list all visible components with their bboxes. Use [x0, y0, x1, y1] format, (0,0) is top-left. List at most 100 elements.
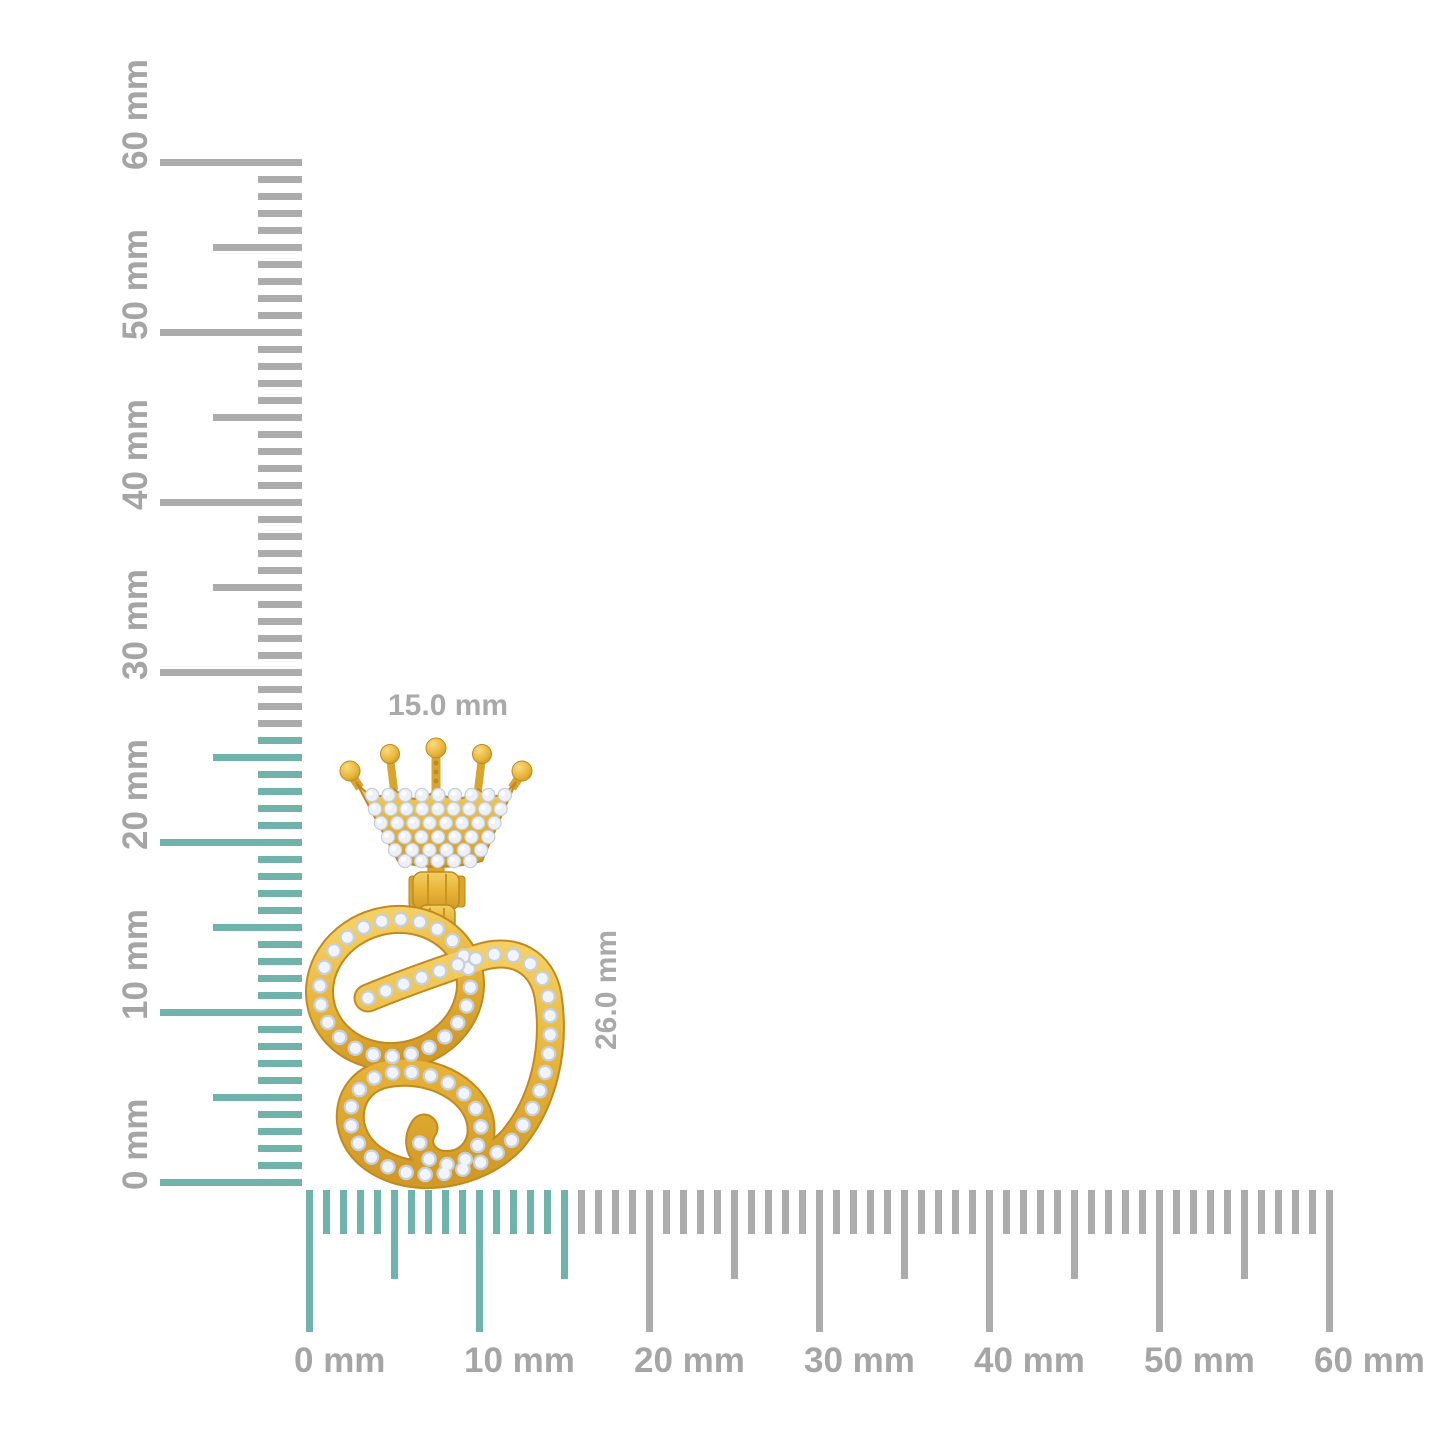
- ruler-tick: [258, 1110, 302, 1118]
- ruler-label: 40 mm: [116, 399, 155, 510]
- ruler-tick: [1172, 1190, 1180, 1234]
- ruler-tick: [213, 413, 302, 421]
- ruler-tick: [160, 668, 302, 676]
- ruler-label: 0 mm: [116, 1098, 155, 1190]
- pave-stone-sparkle: [377, 819, 382, 824]
- ruler-tick: [258, 889, 302, 897]
- crown-pave-stones: [364, 787, 513, 869]
- ruler-tick: [492, 1190, 500, 1234]
- ruler-tick: [258, 294, 302, 302]
- pave-stone-sparkle: [434, 791, 440, 796]
- ruler-tick: [883, 1190, 891, 1234]
- pave-stone-sparkle: [434, 833, 439, 838]
- letter-c-band: [305, 904, 565, 1189]
- ruler-tick: [1325, 1190, 1333, 1332]
- ruler-tick: [849, 1190, 857, 1234]
- ruler-tick: [1291, 1190, 1299, 1234]
- ruler-tick: [577, 1190, 585, 1234]
- ruler-tick: [258, 1076, 302, 1084]
- ruler-tick: [1138, 1190, 1146, 1234]
- ruler-tick: [258, 1144, 302, 1152]
- pave-stone-sparkle: [418, 805, 423, 810]
- ruler-tick: [968, 1190, 976, 1234]
- pave-stone-sparkle: [449, 805, 455, 810]
- ruler-tick: [373, 1190, 381, 1234]
- ruler-tick: [213, 923, 302, 931]
- ruler-tick: [815, 1190, 823, 1332]
- ruler-tick: [258, 991, 302, 999]
- pave-stone-sparkle: [402, 805, 408, 810]
- ruler-tick: [258, 651, 302, 659]
- ruler-tick: [696, 1190, 704, 1234]
- ruler-tick: [258, 872, 302, 880]
- pendant-width-label: 15.0 mm: [388, 689, 509, 722]
- ruler-tick: [258, 634, 302, 642]
- pave-stone-sparkle: [425, 846, 431, 851]
- ruler-tick: [160, 158, 302, 166]
- ruler-tick: [1206, 1190, 1214, 1234]
- pave-stone-sparkle: [417, 857, 423, 862]
- pave-stone-sparkle: [409, 819, 415, 824]
- ruler-tick: [645, 1190, 653, 1332]
- ruler-tick: [258, 1025, 302, 1033]
- pave-stone-sparkle: [391, 846, 396, 851]
- ruler-tick: [213, 243, 302, 251]
- ruler-tick: [258, 940, 302, 948]
- ruler-tick: [407, 1190, 415, 1234]
- ruler-tick: [781, 1190, 789, 1234]
- ruler-tick: [258, 855, 302, 863]
- ruler-tick: [560, 1190, 568, 1279]
- ruler-tick: [543, 1190, 551, 1234]
- ruler-tick: [1104, 1190, 1112, 1234]
- pave-stone-sparkle: [481, 805, 486, 810]
- pave-stone-sparkle: [484, 791, 490, 796]
- ruler-tick: [213, 583, 302, 591]
- ruler-tick: [258, 226, 302, 234]
- ruler-tick: [628, 1190, 636, 1234]
- pave-stone-sparkle: [451, 791, 456, 796]
- pave-stone-sparkle: [467, 833, 473, 838]
- ruler-tick: [160, 1178, 302, 1186]
- ruler-tick: [258, 1161, 302, 1169]
- ruler-tick: [258, 770, 302, 778]
- crown: [339, 737, 533, 869]
- ruler-tick: [258, 192, 302, 200]
- ruler-tick: [475, 1190, 483, 1332]
- pave-stone-sparkle: [400, 833, 406, 838]
- ruler-tick: [934, 1190, 942, 1234]
- pave-stone-sparkle: [474, 819, 480, 824]
- ruler-tick: [611, 1190, 619, 1234]
- ruler-tick: [1257, 1190, 1265, 1234]
- ruler-tick: [747, 1190, 755, 1234]
- ruler-label: 10 mm: [116, 909, 155, 1020]
- ruler-label: 30 mm: [116, 569, 155, 680]
- ruler-tick: [713, 1190, 721, 1234]
- ruler-tick: [258, 974, 302, 982]
- ruler-tick: [424, 1190, 432, 1234]
- pave-stone-sparkle: [368, 791, 373, 796]
- ruler-tick: [258, 175, 302, 183]
- ruler-tick: [258, 379, 302, 387]
- pave-stone-sparkle: [450, 857, 455, 862]
- ruler-tick: [213, 753, 302, 761]
- ruler-label: 20 mm: [634, 1341, 745, 1380]
- ruler-tick: [441, 1190, 449, 1234]
- ruler-tick: [258, 906, 302, 914]
- ruler-tick: [160, 838, 302, 846]
- ruler-label: 60 mm: [1314, 1341, 1425, 1380]
- ruler-tick: [258, 685, 302, 693]
- ruler-tick: [594, 1190, 602, 1234]
- ruler-tick: [1036, 1190, 1044, 1234]
- ruler-tick: [1121, 1190, 1129, 1234]
- ruler-tick: [832, 1190, 840, 1234]
- ruler-tick: [258, 736, 302, 744]
- ruler-tick: [258, 481, 302, 489]
- pave-stone-sparkle: [384, 833, 389, 838]
- ruler-tick: [1240, 1190, 1248, 1279]
- ruler-tick: [258, 260, 302, 268]
- ruler-label: 0 mm: [294, 1341, 386, 1380]
- pave-stone-sparkle: [441, 819, 447, 824]
- ruler-tick: [160, 328, 302, 336]
- ruler-tick: [258, 566, 302, 574]
- ruler-tick: [258, 1059, 302, 1067]
